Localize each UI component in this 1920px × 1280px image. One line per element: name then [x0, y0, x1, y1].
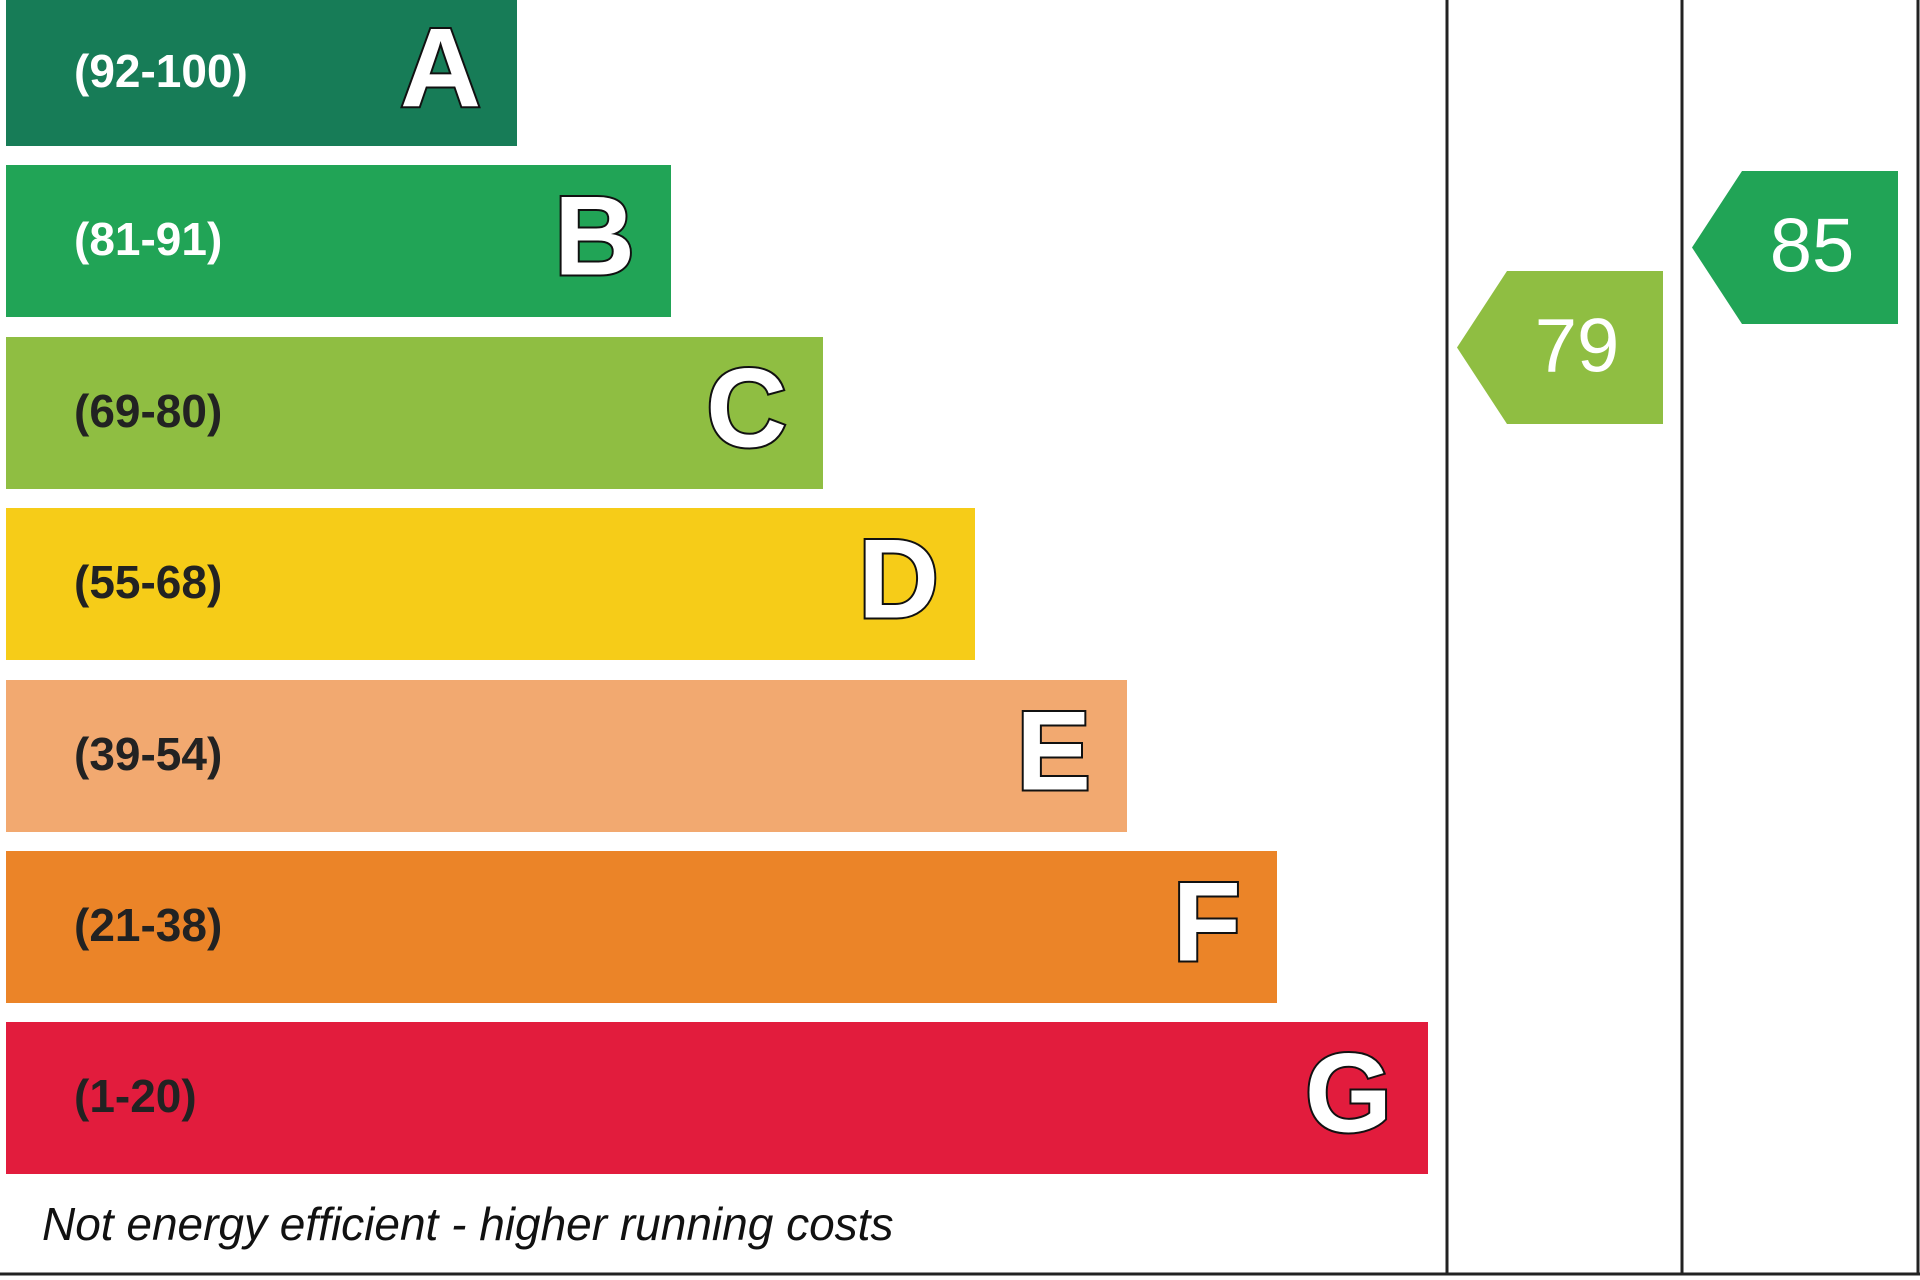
band-letter: B: [554, 174, 635, 299]
rating-value: 79: [1535, 304, 1620, 389]
band-range: (69-80): [74, 385, 222, 437]
band-bar: [6, 1022, 1428, 1174]
band-range: (81-91): [74, 213, 222, 265]
band-bar: [6, 165, 671, 317]
band-bar: [6, 337, 823, 489]
band-bar: [6, 508, 975, 660]
band-letter: F: [1173, 860, 1241, 985]
band-bar: [6, 680, 1127, 832]
band-letter: D: [858, 517, 939, 642]
band-range: (1-20): [74, 1070, 197, 1122]
rating-arrow: [1692, 171, 1898, 324]
band-letter: C: [706, 346, 787, 471]
rating-value: 85: [1770, 204, 1855, 289]
band-range: (92-100): [74, 45, 248, 97]
band-range: (39-54): [74, 728, 222, 780]
band-bar: [6, 0, 517, 146]
band-letter: G: [1305, 1031, 1392, 1156]
band-letter: A: [400, 6, 481, 131]
band-range: (21-38): [74, 899, 222, 951]
footer-text: Not energy efficient - higher running co…: [42, 1198, 893, 1250]
band-letter: E: [1016, 689, 1091, 814]
band-range: (55-68): [74, 556, 222, 608]
band-bar: [6, 851, 1277, 1003]
rating-arrow: [1457, 271, 1663, 424]
